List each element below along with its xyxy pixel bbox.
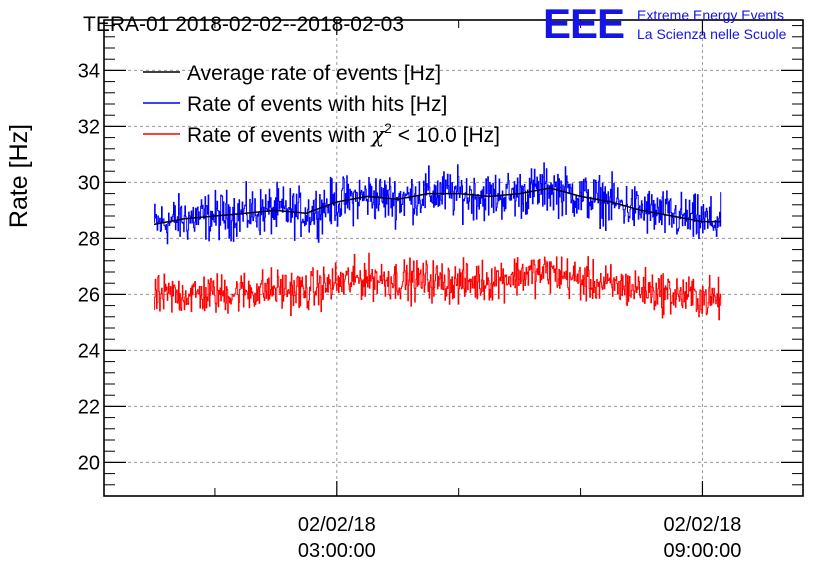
y-tick-label: 32 bbox=[78, 116, 100, 138]
grid bbox=[104, 20, 803, 496]
y-tick-label: 28 bbox=[78, 228, 100, 250]
series-average bbox=[153, 187, 721, 226]
y-tick-label: 34 bbox=[78, 60, 100, 82]
x-tick-time-label: 03:00:00 bbox=[298, 540, 376, 562]
legend-label-average: Average rate of events [Hz] bbox=[187, 62, 441, 85]
plot-frame bbox=[103, 19, 804, 497]
y-tick-label: 22 bbox=[78, 396, 100, 418]
chart-title: TERA-01 2018-02-02--2018-02-03 bbox=[83, 13, 404, 36]
series-chi2-line bbox=[154, 252, 722, 321]
logo-line-1: Extreme Energy Events bbox=[637, 7, 784, 23]
series-hits-line bbox=[154, 162, 722, 245]
series-chi2 bbox=[154, 252, 722, 321]
series-layer bbox=[153, 162, 722, 321]
x-tick-time-label: 09:00:00 bbox=[664, 540, 742, 562]
x-tick-date-label: 02/02/18 bbox=[664, 514, 742, 536]
eee-logo: EEE Extreme Energy Events La Scienza nel… bbox=[543, 0, 787, 47]
legend: Average rate of events [Hz] Rate of even… bbox=[143, 62, 500, 147]
y-tick-label: 20 bbox=[78, 452, 100, 474]
y-tick-label: 30 bbox=[78, 172, 100, 194]
logo-line-2: La Scienza nelle Scuole bbox=[637, 26, 787, 42]
legend-label-chi2: Rate of events with χ2 < 10.0 [Hz] bbox=[187, 120, 500, 147]
y-tick-label: 26 bbox=[78, 284, 100, 306]
legend-label-hits: Rate of events with hits [Hz] bbox=[187, 93, 447, 116]
series-hits bbox=[154, 162, 722, 245]
series-average-line bbox=[153, 187, 721, 226]
x-tick-date-label: 02/02/18 bbox=[298, 514, 376, 536]
y-axis-label: Rate [Hz] bbox=[5, 124, 33, 228]
y-tick-label: 24 bbox=[78, 340, 100, 362]
eee-logo-mark: EEE bbox=[543, 0, 624, 47]
axes: 20 22 24 26 28 30 32 34 02/02/18 03:00:00 02/02/18… bbox=[78, 20, 803, 562]
